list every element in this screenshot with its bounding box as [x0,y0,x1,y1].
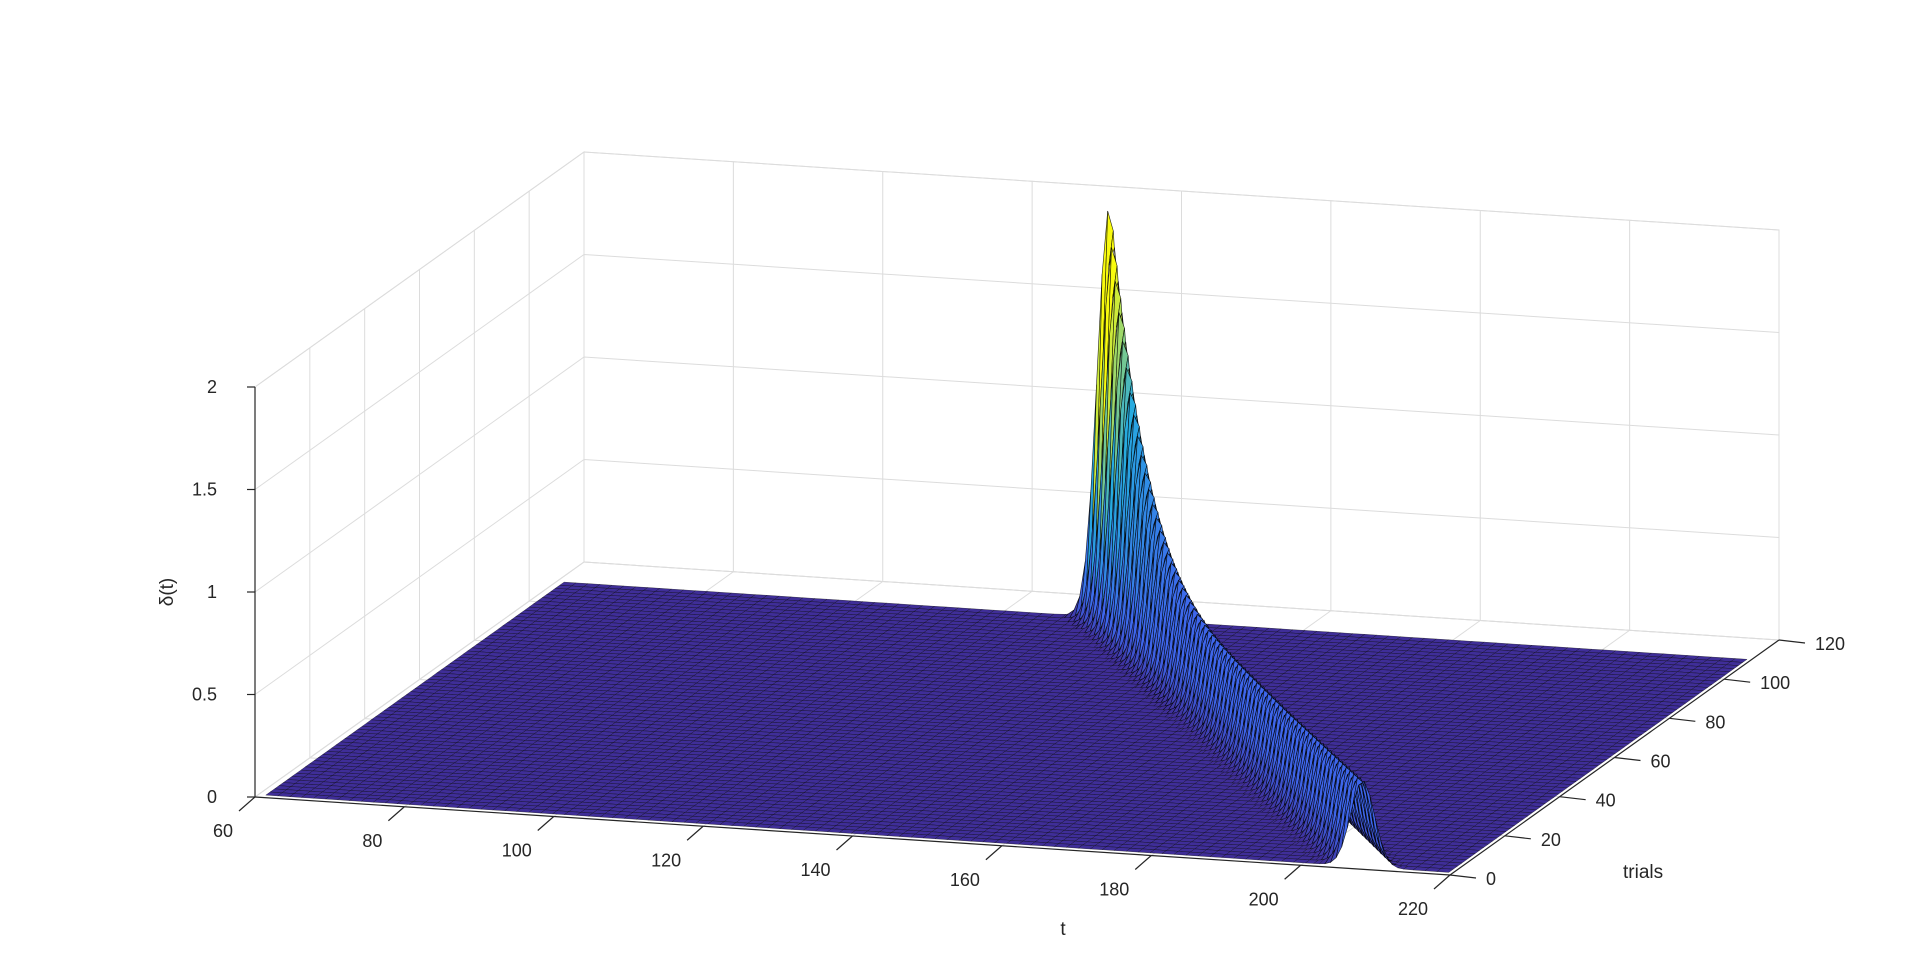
grid-line-z [254,151,1780,388]
grid-line-z [254,458,1780,695]
grid-line-z [254,561,1780,798]
grid-line-z [254,253,1780,490]
grid-line-z [254,356,1780,593]
surface-mesh [265,210,1748,873]
